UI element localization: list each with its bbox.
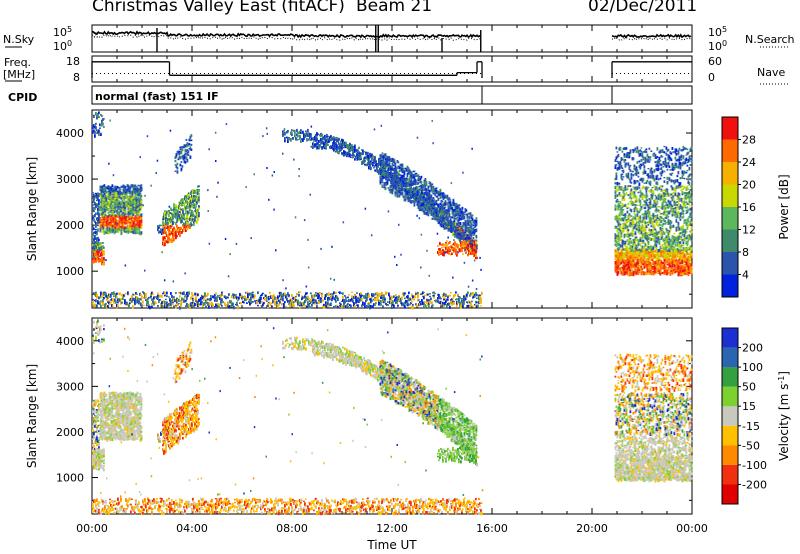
power-colorbar-label: Power [dB] [777, 174, 791, 239]
power-colorbar-tick-label: 24 [742, 156, 756, 169]
velocity-colorbar-swatch [722, 367, 738, 387]
power-colorbar-swatch [722, 117, 738, 140]
x-tick-label: 08:00 [276, 522, 308, 535]
velocity-colorbar-tick-label: 15 [742, 400, 756, 413]
power-colorbar-tick-label: 8 [742, 246, 749, 259]
power-colorbar-tick-label: 12 [742, 224, 756, 237]
freq-left-label: Freq. [4, 56, 31, 69]
velocity-panel-ylabel: Slant Range [km] [25, 364, 39, 468]
beam-label: Beam 21 [356, 0, 432, 16]
cpid-label: CPID [8, 91, 37, 104]
search-noise-line [611, 37, 691, 42]
power-colorbar-swatch [722, 139, 738, 162]
velocity-panel-ytick-label: 4000 [56, 335, 84, 348]
velocity-colorbar-swatch [722, 484, 738, 504]
sky-noise-line [92, 30, 482, 39]
x-tick-label: 00:00 [76, 522, 108, 535]
power-colorbar-tick-label: 4 [742, 269, 749, 282]
noise-right-label: N.Search [745, 33, 795, 46]
freq-left-label-units: [MHz] [3, 68, 35, 81]
noise-right-tick: 100 [708, 39, 727, 53]
freq-right-tick: 60 [708, 55, 722, 68]
power-colorbar-tick-label: 20 [742, 179, 756, 192]
power-colorbar-swatch [722, 184, 738, 207]
power-colorbar-swatch [722, 229, 738, 252]
cpid-panel-frame [91, 85, 693, 105]
x-tick-label: 12:00 [376, 522, 408, 535]
velocity-colorbar-swatch [722, 406, 738, 426]
power-colorbar-swatch [722, 252, 738, 275]
freq-right-tick: 0 [708, 71, 715, 84]
velocity-panel-ytick-label: 1000 [56, 472, 84, 485]
freq-left-tick: 18 [66, 55, 80, 68]
power-panel-data [92, 111, 693, 310]
noise-left-label: N.Sky [3, 33, 35, 46]
power-colorbar-swatch [722, 162, 738, 185]
power-colorbar-tick-label: 16 [742, 201, 756, 214]
noise-right-tick: 105 [708, 25, 727, 39]
freq-right-label: Nave [757, 66, 785, 79]
noise-left-tick: 100 [53, 39, 72, 53]
power-colorbar-swatch [722, 274, 738, 297]
velocity-panel-data [92, 319, 693, 516]
velocity-colorbar-tick-label: -15 [742, 420, 760, 433]
velocity-colorbar-tick-label: 50 [742, 381, 756, 394]
noise-left-tick: 105 [53, 25, 72, 39]
velocity-panel-ytick-label: 2000 [56, 426, 84, 439]
velocity-colorbar-swatch [722, 425, 738, 446]
velocity-colorbar-swatch [722, 464, 738, 485]
power-colorbar-tick-label: 28 [742, 134, 756, 147]
velocity-colorbar-swatch [722, 347, 738, 368]
power-panel-ytick-label: 1000 [56, 265, 84, 278]
power-panel-ytick-label: 2000 [56, 219, 84, 232]
velocity-colorbar-label: Velocity [m s-1] [777, 371, 791, 461]
x-tick-label: 04:00 [176, 522, 208, 535]
velocity-colorbar-swatch [722, 386, 738, 407]
power-panel-ytick-label: 4000 [56, 127, 84, 140]
freq-left-tick: 8 [73, 71, 80, 84]
velocity-colorbar-tick-label: -50 [742, 439, 760, 452]
power-colorbar-swatch [722, 207, 738, 230]
velocity-colorbar-swatch [722, 445, 738, 465]
power-panel-ytick-label: 3000 [56, 173, 84, 186]
sky-noise-line [611, 33, 692, 39]
x-tick-label: 00:00 [676, 522, 708, 535]
mode-text: normal (fast) 151 IF [95, 90, 219, 103]
velocity-colorbar-swatch [722, 328, 738, 348]
x-tick-label: 20:00 [576, 522, 608, 535]
date-label: 02/Dec/2011 [588, 0, 697, 16]
velocity-colorbar-tick-label: 100 [742, 361, 763, 374]
velocity-panel-ytick-label: 3000 [56, 380, 84, 393]
velocity-colorbar-tick-label: -100 [742, 459, 767, 472]
velocity-colorbar-tick-label: 200 [742, 342, 763, 355]
plot-title: Christmas Valley East (fitACF) [92, 0, 345, 16]
power-panel-ylabel: Slant Range [km] [25, 157, 39, 261]
velocity-colorbar-tick-label: -200 [742, 478, 767, 491]
velocity-colorbar-frame [721, 327, 739, 505]
x-axis-label: Time UT [366, 538, 417, 552]
x-tick-label: 16:00 [476, 522, 508, 535]
